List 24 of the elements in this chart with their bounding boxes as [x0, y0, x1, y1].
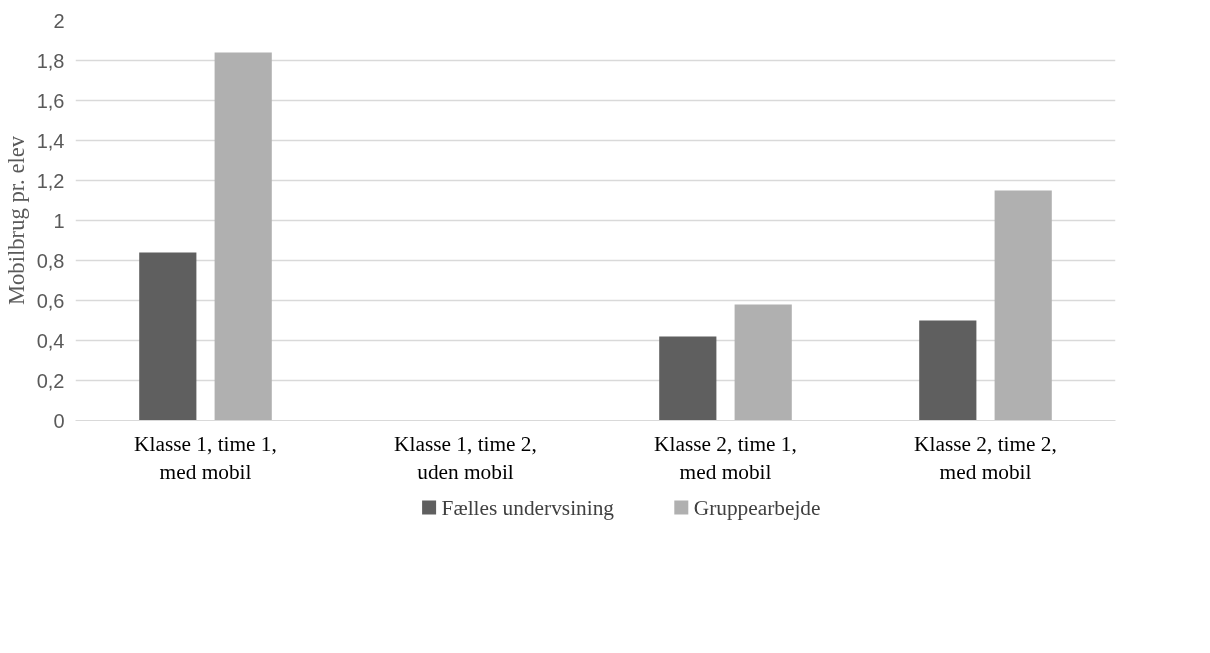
y-tick-label: 0,6	[36, 289, 65, 312]
y-tick-label: 0,2	[36, 369, 65, 392]
y-tick-label: 1,6	[36, 89, 65, 112]
y-tick-label: 1	[53, 209, 65, 232]
y-tick-label: 1,4	[36, 129, 65, 152]
bar	[919, 320, 977, 421]
y-axis-title: Mobilbrug pr. elev	[3, 135, 29, 306]
legend-label: Fælles undervsining	[441, 495, 615, 520]
bar	[659, 336, 717, 421]
x-tick-label: Klasse 1, time 2, uden mobil	[394, 431, 537, 485]
x-tick-label: Klasse 2, time 2, med mobil	[914, 431, 1057, 485]
y-tick-label: 1,2	[36, 169, 65, 192]
y-tick-label: 1,8	[36, 49, 65, 72]
x-tick-label: Klasse 1, time 1, med mobil	[134, 431, 277, 485]
x-tick-label: Klasse 2, time 1, med mobil	[654, 431, 797, 485]
y-tick-label: 0,8	[36, 249, 65, 272]
bar	[734, 304, 792, 421]
y-tick-label: 0	[53, 409, 65, 432]
y-tick-label: 0,4	[36, 329, 65, 352]
y-tick-label: 2	[53, 9, 65, 32]
bar	[994, 190, 1052, 421]
bar	[139, 252, 197, 421]
legend-label: Gruppearbejde	[693, 495, 821, 520]
bar	[214, 52, 272, 421]
